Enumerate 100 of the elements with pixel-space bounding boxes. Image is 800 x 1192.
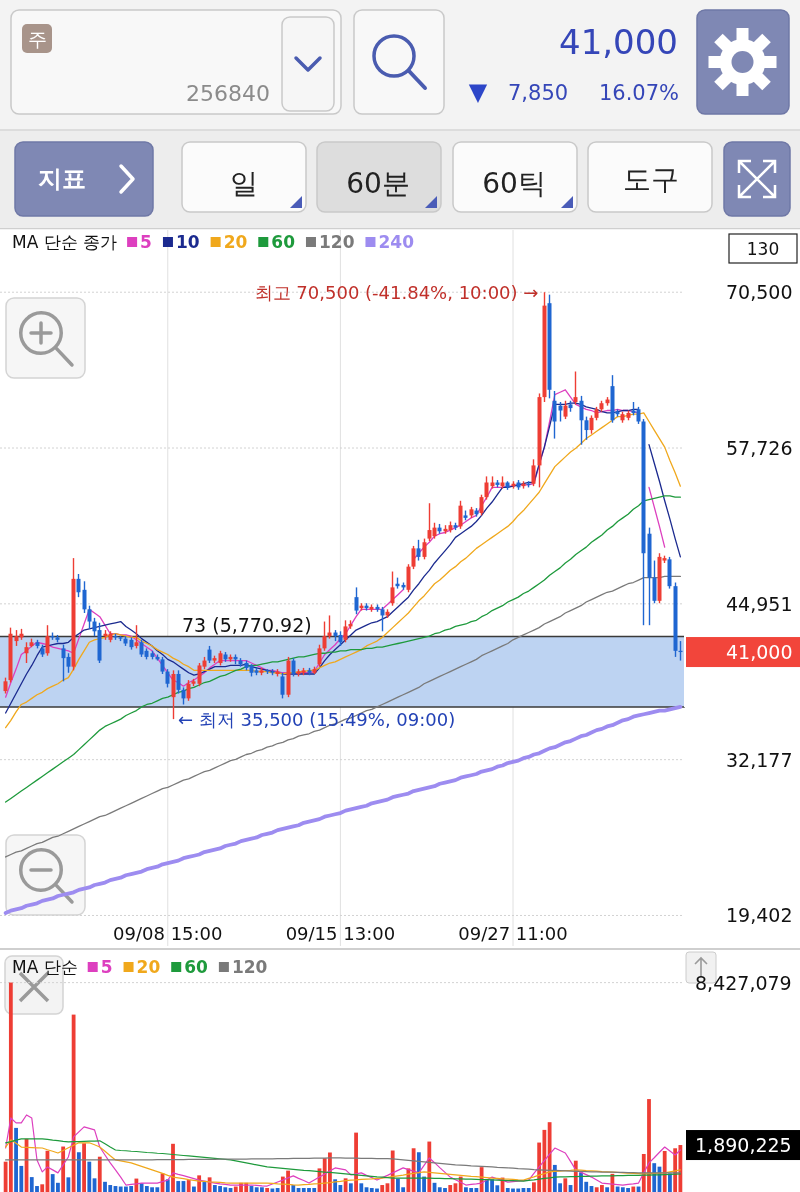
bar bbox=[176, 1181, 181, 1192]
candlestick bbox=[552, 390, 557, 440]
bar bbox=[270, 1188, 275, 1192]
candlestick bbox=[484, 475, 489, 501]
legend-label: 5 bbox=[100, 957, 113, 977]
candlestick bbox=[82, 580, 87, 614]
candlestick bbox=[458, 500, 463, 530]
bar bbox=[526, 1188, 531, 1192]
legend-label: 20 bbox=[136, 957, 161, 977]
y-tick-label: 44,951 bbox=[726, 592, 793, 615]
text: 주 bbox=[27, 28, 47, 50]
candlestick bbox=[380, 606, 385, 632]
candlestick bbox=[171, 669, 176, 720]
bar bbox=[265, 1188, 270, 1192]
candlestick bbox=[579, 395, 584, 446]
candlestick bbox=[390, 570, 395, 607]
candlestick bbox=[354, 586, 359, 615]
candlestick bbox=[479, 493, 484, 517]
bar bbox=[82, 1143, 86, 1192]
bar bbox=[87, 1161, 92, 1192]
bar bbox=[97, 1156, 102, 1192]
bar bbox=[202, 1182, 207, 1192]
line-series bbox=[4, 495, 682, 803]
text: 1,890,225 bbox=[695, 1134, 792, 1157]
legend-label: 10 bbox=[175, 232, 200, 252]
candlestick bbox=[134, 624, 139, 650]
bar bbox=[343, 1178, 348, 1192]
candlestick bbox=[176, 669, 181, 695]
text: 60틱 bbox=[482, 166, 546, 200]
bar bbox=[348, 1183, 353, 1192]
candlestick bbox=[652, 559, 657, 604]
text: 도구 bbox=[623, 162, 679, 196]
y-tick-label: 8,427,079 bbox=[695, 971, 792, 994]
bar bbox=[291, 1185, 296, 1192]
bar bbox=[359, 1183, 364, 1192]
candlestick bbox=[291, 657, 296, 678]
text: 41,000 bbox=[726, 641, 793, 664]
text: 지표 bbox=[38, 165, 86, 193]
x-tick-label: 09/27 11:00 bbox=[458, 922, 568, 944]
candlestick bbox=[317, 644, 322, 668]
candlestick bbox=[24, 641, 29, 664]
bar bbox=[165, 1179, 170, 1192]
bar bbox=[171, 1143, 175, 1192]
candlestick bbox=[45, 624, 50, 657]
text: ▼ bbox=[468, 78, 488, 106]
bar bbox=[66, 1177, 71, 1192]
bar bbox=[76, 1152, 81, 1192]
bar bbox=[380, 1185, 385, 1192]
x-tick-label: 09/15 13:00 bbox=[285, 922, 396, 944]
y-tick-label: 32,177 bbox=[726, 748, 793, 771]
band-label: 73 (5,770.92) bbox=[182, 613, 312, 636]
legend-label: 60 bbox=[271, 232, 296, 252]
bar bbox=[563, 1178, 568, 1192]
x-tick-label: 09/08 15:00 bbox=[113, 922, 223, 944]
legend-title: MA 단순 종가 bbox=[12, 232, 118, 252]
candlestick bbox=[411, 545, 416, 570]
bar bbox=[8, 982, 13, 1192]
text: 256840 bbox=[186, 80, 270, 106]
y-tick-label: 57,726 bbox=[726, 437, 793, 460]
candlestick bbox=[558, 401, 563, 423]
bar bbox=[631, 1186, 636, 1192]
candlestick bbox=[322, 620, 327, 652]
text: 7,850 bbox=[508, 81, 569, 105]
candlestick bbox=[343, 619, 348, 643]
bar bbox=[71, 1014, 76, 1192]
text: 130 bbox=[746, 239, 780, 259]
candlestick bbox=[87, 604, 92, 630]
text: 60분 bbox=[346, 166, 410, 200]
bar bbox=[192, 1186, 196, 1192]
candlestick bbox=[589, 414, 594, 435]
candlestick bbox=[165, 668, 170, 689]
y-tick-label: 70,500 bbox=[726, 281, 793, 304]
bar bbox=[662, 1151, 667, 1192]
legend-label: 5 bbox=[140, 232, 152, 252]
legend-label: 120 bbox=[231, 957, 268, 977]
bar bbox=[275, 1188, 280, 1192]
text: 16.07% bbox=[598, 81, 679, 105]
bar bbox=[186, 1180, 191, 1192]
bar bbox=[605, 1187, 610, 1192]
y-tick-label: 19,402 bbox=[726, 904, 793, 927]
bar bbox=[448, 1185, 453, 1192]
text: 일 bbox=[230, 166, 258, 200]
candlestick bbox=[563, 400, 568, 420]
annotation: 최고 70,500 (-41.84%, 10:00) → bbox=[254, 281, 539, 303]
bar bbox=[40, 1184, 45, 1192]
legend-title: MA 단순 bbox=[12, 957, 78, 977]
candlestick bbox=[531, 458, 536, 487]
candlestick bbox=[66, 652, 71, 674]
legend-label: 120 bbox=[318, 232, 355, 252]
candlestick bbox=[76, 573, 81, 598]
candlestick bbox=[422, 537, 427, 561]
legend-label: 20 bbox=[223, 232, 248, 252]
candlestick bbox=[406, 563, 411, 593]
candlestick bbox=[416, 539, 421, 562]
legend-label: 240 bbox=[378, 232, 415, 252]
candlestick bbox=[186, 679, 191, 702]
line-series bbox=[3, 705, 683, 915]
legend-label: 60 bbox=[184, 957, 209, 977]
candlestick bbox=[584, 415, 589, 441]
annotation: ← 최저 35,500 (15.49%, 09:00) bbox=[178, 708, 456, 730]
